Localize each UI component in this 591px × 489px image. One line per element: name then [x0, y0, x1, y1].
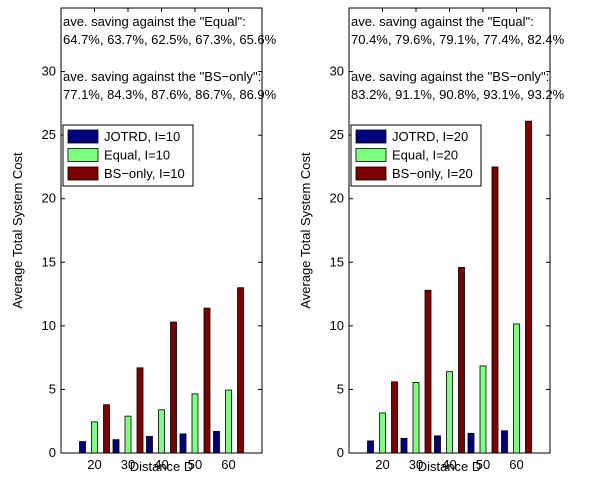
annotation-line-1: ave. saving against the "Equal": — [63, 14, 246, 29]
y-tick-label: 10 — [42, 318, 56, 333]
x-tick-label: 60 — [509, 457, 523, 472]
legend-swatch-2 — [355, 148, 387, 162]
bar-1-30 — [112, 439, 120, 454]
x-tick-label: 50 — [476, 457, 490, 472]
y-tick-label: 5 — [49, 381, 56, 396]
x-tick-label: 40 — [442, 457, 456, 472]
bar-3-40 — [170, 321, 177, 454]
x-tick-label: 20 — [87, 457, 101, 472]
legend-swatch-1 — [67, 129, 99, 144]
legend-label-3: BS−only, I=10 — [104, 166, 185, 181]
bar-1-50 — [467, 432, 475, 454]
legend-swatch-2 — [67, 148, 99, 162]
annotation-line-1: ave. saving against the "Equal": — [351, 14, 534, 29]
y-tick-label: 5 — [337, 381, 344, 396]
bar-2-50 — [479, 365, 487, 454]
bar-2-50 — [191, 393, 199, 454]
bar-2-40 — [446, 371, 453, 454]
bar-3-20 — [391, 381, 398, 454]
chart-panel-2: 0 5 10 15 20 25 30 20 30 40 50 60 Distance D Average … — [298, 7, 565, 474]
y-axis-label: Average Total System Cost — [298, 152, 313, 309]
legend-swatch-3 — [355, 166, 387, 181]
bar-3-50 — [203, 307, 211, 454]
y-tick-label: 20 — [42, 191, 56, 206]
bar-2-20 — [379, 412, 386, 454]
bar-1-30 — [400, 437, 408, 454]
bar-2-30 — [124, 415, 132, 454]
bar-3-30 — [136, 367, 144, 454]
annotation-line-4: 83.2%, 91.1%, 90.8%, 93.1%, 93.2% — [351, 87, 565, 102]
bar-1-60 — [213, 430, 220, 454]
annotation-line-2: 70.4%, 79.6%, 79.1%, 77.4%, 82.4% — [351, 32, 565, 47]
bar-3-60 — [525, 120, 532, 454]
bar-1-20 — [79, 441, 86, 454]
bar-1-40 — [146, 436, 153, 454]
x-tick-label: 30 — [121, 457, 135, 472]
x-tick-label: 40 — [154, 457, 168, 472]
y-tick-label: 0 — [49, 445, 56, 460]
y-tick-label: 30 — [330, 64, 344, 79]
annotation-line-4: 77.1%, 84.3%, 87.6%, 86.7%, 86.9% — [63, 87, 277, 102]
bar-1-50 — [179, 433, 187, 454]
bar-1-60 — [501, 430, 508, 454]
y-axis-label: Average Total System Cost — [10, 152, 25, 309]
legend-label-2: Equal, I=20 — [392, 148, 458, 163]
bar-2-30 — [412, 382, 420, 454]
bar-2-60 — [225, 389, 232, 454]
annotation-line-2: 64.7%, 63.7%, 62.5%, 67.3%, 65.6% — [63, 32, 277, 47]
legend-swatch-3 — [67, 166, 99, 181]
x-tick-label: 50 — [188, 457, 202, 472]
legend-label-2: Equal, I=10 — [104, 148, 170, 163]
bar-2-40 — [158, 409, 165, 454]
x-tick-label: 20 — [375, 457, 389, 472]
x-tick-label: 30 — [409, 457, 423, 472]
annotation-line-3: ave. saving against the "BS−only": — [351, 69, 549, 84]
y-tick-label: 30 — [42, 64, 56, 79]
y-tick-label: 25 — [42, 127, 56, 142]
bar-2-20 — [91, 421, 98, 454]
annotation-line-3: ave. saving against the "BS−only": — [63, 69, 261, 84]
x-axis-label: Distance D — [418, 459, 482, 474]
x-axis-label: Distance D — [130, 459, 194, 474]
bar-3-50 — [491, 166, 499, 454]
chart-panel-1: 0 5 10 15 20 25 30 20 30 40 50 60 Distance D Average … — [10, 7, 277, 474]
bar-2-60 — [513, 323, 520, 454]
y-tick-label: 10 — [330, 318, 344, 333]
legend-label-1: JOTRD, I=10 — [104, 129, 180, 144]
bar-1-40 — [434, 435, 441, 454]
y-tick-label: 15 — [42, 254, 56, 269]
x-tick-label: 60 — [221, 457, 235, 472]
bar-3-20 — [103, 404, 110, 454]
bar-3-60 — [237, 287, 244, 454]
legend-swatch-1 — [355, 129, 387, 144]
y-tick-label: 0 — [337, 445, 344, 460]
bar-3-30 — [424, 289, 432, 454]
legend-label-1: JOTRD, I=20 — [392, 129, 468, 144]
y-tick-label: 20 — [330, 191, 344, 206]
bar-3-40 — [458, 266, 465, 454]
bar-1-20 — [367, 440, 374, 454]
legend-label-3: BS−only, I=20 — [392, 166, 473, 181]
y-tick-label: 25 — [330, 127, 344, 142]
y-tick-label: 15 — [330, 254, 344, 269]
